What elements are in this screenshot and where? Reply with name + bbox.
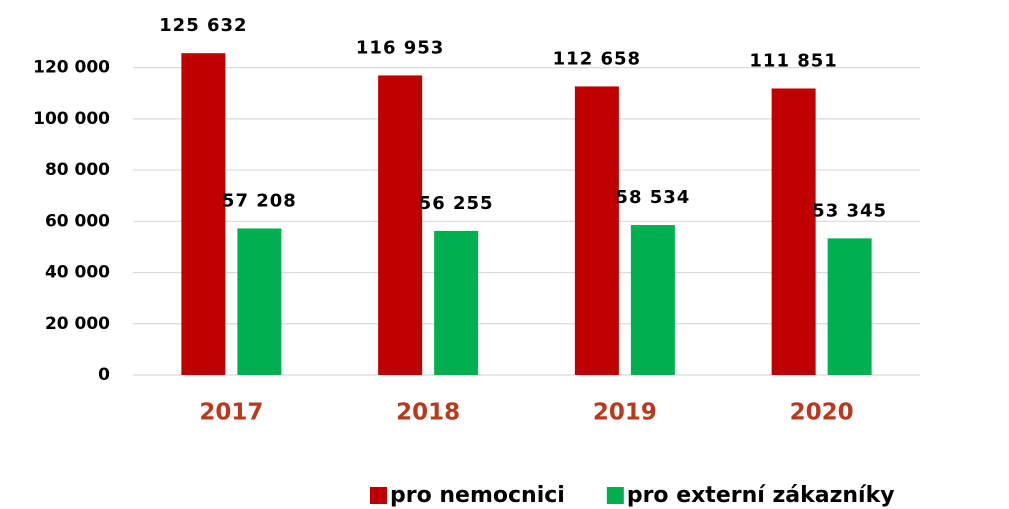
legend-swatch bbox=[370, 487, 387, 504]
value-label: 57 208 bbox=[222, 190, 297, 211]
x-tick-label: 2020 bbox=[790, 400, 854, 426]
value-label: 56 255 bbox=[419, 193, 494, 214]
bar bbox=[771, 88, 816, 375]
value-label: 53 345 bbox=[812, 200, 887, 221]
bar bbox=[434, 230, 479, 375]
bar bbox=[574, 86, 619, 375]
legend-swatch bbox=[606, 487, 624, 504]
bar bbox=[827, 238, 872, 375]
value-label: 112 658 bbox=[553, 48, 641, 69]
x-tick-label: 2019 bbox=[593, 400, 657, 426]
value-label: 111 851 bbox=[749, 50, 837, 71]
x-tick-label: 2017 bbox=[199, 400, 263, 426]
x-tick-label: 2018 bbox=[396, 400, 460, 426]
y-tick-label: 40 000 bbox=[45, 263, 110, 283]
y-tick-label: 60 000 bbox=[45, 211, 110, 231]
y-tick-label: 0 bbox=[98, 365, 110, 385]
bar bbox=[630, 225, 675, 375]
y-tick-label: 20 000 bbox=[45, 314, 110, 334]
bar bbox=[181, 53, 226, 375]
bar bbox=[378, 75, 423, 375]
bar bbox=[237, 228, 282, 375]
legend-label: pro nemocnici bbox=[390, 483, 565, 508]
value-label: 125 632 bbox=[159, 15, 247, 36]
value-label: 116 953 bbox=[356, 37, 444, 58]
y-tick-label: 100 000 bbox=[33, 109, 110, 129]
value-label: 58 534 bbox=[615, 187, 690, 208]
y-tick-label: 120 000 bbox=[33, 58, 110, 78]
y-tick-label: 80 000 bbox=[45, 160, 110, 180]
legend-label: pro externí zákazníky bbox=[627, 483, 895, 508]
